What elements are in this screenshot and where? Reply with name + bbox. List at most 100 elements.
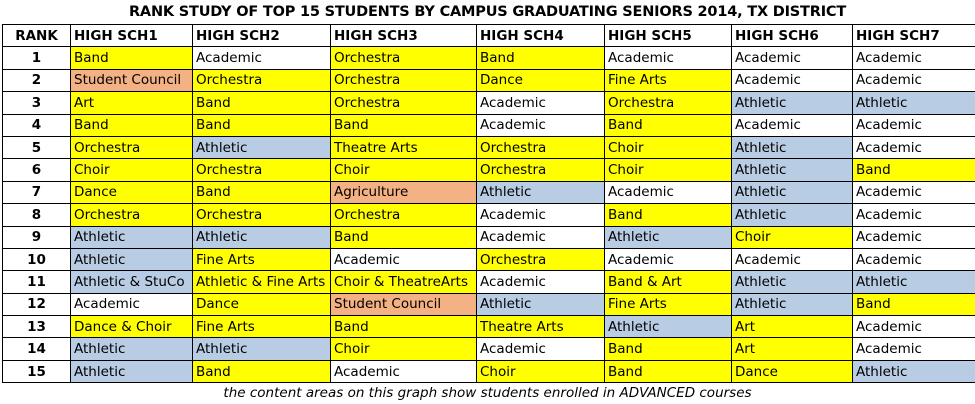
activity-cell: Academic [852, 203, 975, 227]
activity-cell: Choir [604, 135, 732, 160]
table-title: RANK STUDY OF TOP 15 STUDENTS BY CAMPUS … [128, 4, 847, 20]
activity-cell: Choir [604, 158, 732, 182]
activity-cell: Agriculture [330, 180, 477, 205]
header-school: HIGH SCH3 [330, 23, 477, 48]
activity-cell: Academic [604, 46, 732, 70]
rank-cell: 14 [2, 337, 71, 361]
activity-cell: Athletic [731, 203, 853, 227]
rank-cell: 1 [2, 46, 71, 70]
activity-cell: Fine Arts [192, 247, 331, 272]
activity-cell: Dance [70, 180, 193, 205]
activity-cell: Orchestra [70, 135, 193, 160]
activity-cell: Athletic [731, 158, 853, 182]
table-row: 10 Athletic Fine Arts Academic Orchestra Acad… [2, 247, 975, 272]
activity-cell: Orchestra [330, 46, 477, 70]
activity-cell: Athletic [476, 292, 605, 317]
activity-cell: Athletic [476, 180, 605, 205]
activity-cell: Athletic [731, 270, 853, 294]
activity-cell: Athletic [604, 315, 732, 339]
table-body: 1 Band Academic Orchestra Band Academic Academ… [2, 46, 975, 384]
table-row: 4 Band Band Band Academic Band Academic Academi… [2, 113, 975, 137]
rank-cell: 13 [2, 315, 71, 339]
activity-cell: Orchestra [70, 203, 193, 227]
activity-cell: Student Council [330, 292, 477, 317]
activity-cell: Fine Arts [604, 292, 732, 317]
activity-cell: Academic [852, 180, 975, 205]
activity-cell: Athletic [852, 91, 975, 115]
activity-cell: Art [731, 337, 853, 361]
activity-cell: Orchestra [330, 68, 477, 93]
activity-cell: Academic [852, 135, 975, 160]
activity-cell: Orchestra [604, 91, 732, 115]
activity-cell: Academic [192, 46, 331, 70]
activity-cell: Academic [852, 247, 975, 272]
table-row: 13 Dance & Choir Fine Arts Band Theatre Arts… [2, 315, 975, 339]
table-row: 15 Athletic Band Academic Choir Band Dance Athl… [2, 359, 975, 384]
rank-cell: 15 [2, 359, 71, 384]
activity-cell: Academic [852, 315, 975, 339]
header-rank: RANK [2, 23, 71, 48]
rank-cell: 7 [2, 180, 71, 205]
activity-cell: Band [330, 315, 477, 339]
activity-cell: Dance [192, 292, 331, 317]
activity-cell: Student Council [70, 68, 193, 93]
activity-cell: Academic [476, 337, 605, 361]
activity-cell: Athletic [852, 270, 975, 294]
activity-cell: Orchestra [330, 203, 477, 227]
activity-cell: Band [852, 292, 975, 317]
table-row: 6 Choir Orchestra Choir Orchestra Choir Athlet… [2, 158, 975, 182]
activity-cell: Band [604, 203, 732, 227]
activity-cell: Orchestra [192, 158, 331, 182]
table-row: 3 Art Band Orchestra Academic Orchestra Athlet… [2, 91, 975, 115]
activity-cell: Athletic [731, 91, 853, 115]
activity-cell: Academic [731, 68, 853, 93]
activity-cell: Fine Arts [604, 68, 732, 93]
activity-cell: Dance [476, 68, 605, 93]
activity-cell: Band [604, 113, 732, 137]
activity-cell: Athletic [70, 225, 193, 249]
activity-cell: Athletic [604, 225, 732, 249]
activity-cell: Band [70, 46, 193, 70]
activity-cell: Academic [852, 113, 975, 137]
table-row: 14 Athletic Athletic Choir Academic Band Art Ac… [2, 337, 975, 361]
activity-cell: Band [604, 359, 732, 384]
activity-cell: Orchestra [476, 247, 605, 272]
activity-cell: Academic [476, 270, 605, 294]
header-row: RANK HIGH SCH1 HIGH SCH2 HIGH SCH3 HIGH … [2, 23, 975, 48]
activity-cell: Academic [852, 46, 975, 70]
activity-cell: Choir [476, 359, 605, 384]
activity-cell: Band & Art [604, 270, 732, 294]
activity-cell: Athletic [731, 292, 853, 317]
activity-cell: Fine Arts [192, 315, 331, 339]
activity-cell: Orchestra [476, 135, 605, 160]
header-school: HIGH SCH7 [852, 23, 975, 48]
activity-cell: Academic [476, 113, 605, 137]
activity-cell: Orchestra [476, 158, 605, 182]
activity-cell: Band [330, 225, 477, 249]
rank-cell: 8 [2, 203, 71, 227]
activity-cell: Athletic [852, 359, 975, 384]
table-row: 9 Athletic Athletic Band Academic Athletic Cho… [2, 225, 975, 249]
activity-cell: Academic [731, 46, 853, 70]
activity-cell: Band [192, 91, 331, 115]
activity-cell: Orchestra [330, 91, 477, 115]
activity-cell: Athletic [731, 180, 853, 205]
activity-cell: Academic [476, 225, 605, 249]
activity-cell: Art [70, 91, 193, 115]
activity-cell: Academic [604, 180, 732, 205]
activity-cell: Athletic [192, 225, 331, 249]
activity-cell: Athletic [70, 247, 193, 272]
activity-cell: Athletic & Fine Arts [192, 270, 331, 294]
activity-cell: Academic [330, 247, 477, 272]
activity-cell: Orchestra [192, 68, 331, 93]
activity-cell: Academic [731, 113, 853, 137]
header-school: HIGH SCH4 [476, 23, 605, 48]
activity-cell: Athletic [731, 135, 853, 160]
activity-cell: Band [852, 158, 975, 182]
table-row: 12 Academic Dance Student Council Athletic Fi… [2, 292, 975, 317]
header-school: HIGH SCH6 [731, 23, 853, 48]
activity-cell: Academic [852, 68, 975, 93]
activity-cell: Band [192, 180, 331, 205]
table-row: 1 Band Academic Orchestra Band Academic Academ… [2, 46, 975, 70]
table-row: 7 Dance Band Agriculture Athletic Academic Ath… [2, 180, 975, 205]
